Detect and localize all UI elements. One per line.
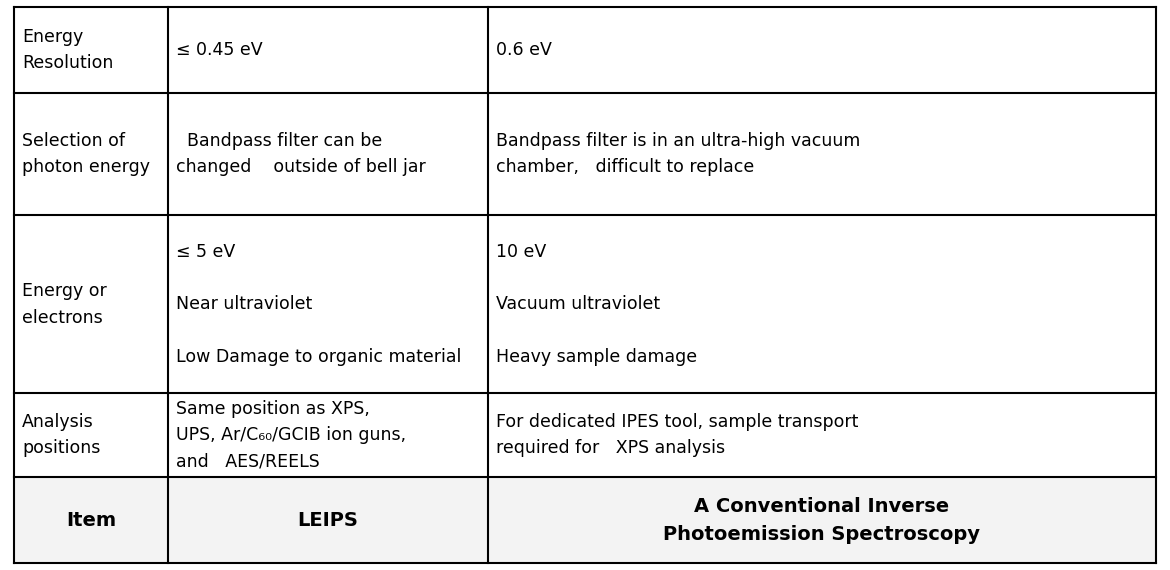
- Text: 0.6 eV: 0.6 eV: [496, 41, 552, 59]
- Text: Bandpass filter is in an ultra-high vacuum
chamber,   difficult to replace: Bandpass filter is in an ultra-high vacu…: [496, 132, 860, 177]
- Text: Item: Item: [66, 511, 116, 530]
- Text: Energy or
electrons: Energy or electrons: [22, 282, 106, 327]
- Bar: [14, 477, 1156, 563]
- Text: ≤ 5 eV

Near ultraviolet

Low Damage to organic material: ≤ 5 eV Near ultraviolet Low Damage to or…: [177, 243, 462, 367]
- Bar: [14, 477, 1156, 563]
- Text: Same position as XPS,
UPS, Ar/C₆₀/GCIB ion guns,
and   AES/REELS: Same position as XPS, UPS, Ar/C₆₀/GCIB i…: [177, 400, 406, 471]
- Text: For dedicated IPES tool, sample transport
required for   XPS analysis: For dedicated IPES tool, sample transpor…: [496, 413, 859, 457]
- Text: LEIPS: LEIPS: [297, 511, 358, 530]
- Text: ≤ 0.45 eV: ≤ 0.45 eV: [177, 41, 263, 59]
- Text: 10 eV

Vacuum ultraviolet

Heavy sample damage: 10 eV Vacuum ultraviolet Heavy sample da…: [496, 243, 697, 367]
- Text: Analysis
positions: Analysis positions: [22, 413, 101, 457]
- Text: Bandpass filter can be
changed    outside of bell jar: Bandpass filter can be changed outside o…: [177, 132, 426, 177]
- Text: A Conventional Inverse
Photoemission Spectroscopy: A Conventional Inverse Photoemission Spe…: [663, 496, 980, 544]
- Text: Energy
Resolution: Energy Resolution: [22, 28, 113, 72]
- Text: Selection of
photon energy: Selection of photon energy: [22, 132, 150, 177]
